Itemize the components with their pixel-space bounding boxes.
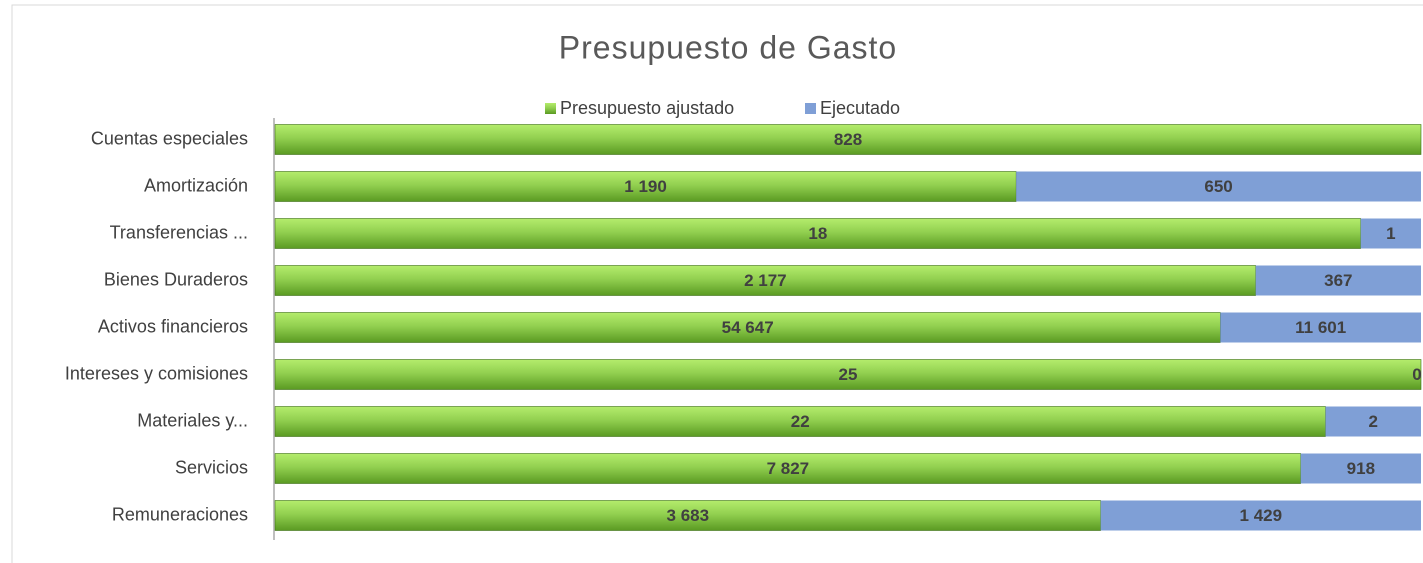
- y-tick-label: Amortización: [144, 175, 248, 195]
- data-label: 650: [1204, 177, 1232, 196]
- legend-swatch: [805, 103, 816, 114]
- data-label: 2 177: [744, 271, 787, 290]
- legend-label: Presupuesto ajustado: [560, 98, 734, 118]
- data-label: 54 647: [722, 318, 774, 337]
- legend-swatch: [545, 103, 556, 114]
- bar-segment: [274, 359, 1422, 390]
- y-tick-label: Servicios: [175, 457, 248, 477]
- data-label: 11 601: [1295, 318, 1346, 337]
- y-tick-label: Bienes Duraderos: [104, 269, 248, 289]
- bar-segment: [274, 500, 1101, 531]
- data-label: 1 190: [624, 177, 667, 196]
- chart-title: Presupuesto de Gasto: [559, 29, 897, 65]
- data-label: 3 683: [667, 506, 710, 525]
- data-label: 18: [808, 224, 827, 243]
- data-label: 367: [1324, 271, 1352, 290]
- chart-frame: [11, 4, 1423, 563]
- bar-segment: [1220, 312, 1421, 343]
- data-label: 828: [834, 130, 862, 149]
- bar-segment: [274, 265, 1256, 296]
- data-label: 7 827: [767, 459, 810, 478]
- data-label: 0: [1412, 365, 1421, 384]
- bar-segment: [274, 218, 1361, 249]
- data-label: 1 429: [1240, 506, 1283, 525]
- bar-segment: [1325, 406, 1421, 437]
- bar-segment: [1360, 218, 1421, 249]
- data-label: 2: [1369, 412, 1378, 431]
- y-tick-label: Cuentas especiales: [91, 128, 248, 148]
- data-label: 1: [1386, 224, 1395, 243]
- data-label: 25: [839, 365, 858, 384]
- y-tick-label: Transferencias ...: [110, 222, 248, 242]
- bar-segment: [274, 406, 1326, 437]
- bar-segment: [1255, 265, 1421, 296]
- y-tick-label: Remuneraciones: [112, 504, 248, 524]
- y-tick-label: Activos financieros: [98, 316, 248, 336]
- bar-segment: [1100, 500, 1421, 531]
- y-tick-label: Materiales y...: [137, 410, 248, 430]
- bar-segment: [274, 124, 1422, 155]
- legend-label: Ejecutado: [820, 98, 900, 118]
- bar-segment: [1016, 171, 1421, 202]
- y-tick-label: Intereses y comisiones: [65, 363, 248, 383]
- data-label: 22: [791, 412, 810, 431]
- bar-segment: [274, 171, 1017, 202]
- bar-segment: [274, 312, 1221, 343]
- data-label: 918: [1347, 459, 1375, 478]
- bar-segment: [1300, 453, 1421, 484]
